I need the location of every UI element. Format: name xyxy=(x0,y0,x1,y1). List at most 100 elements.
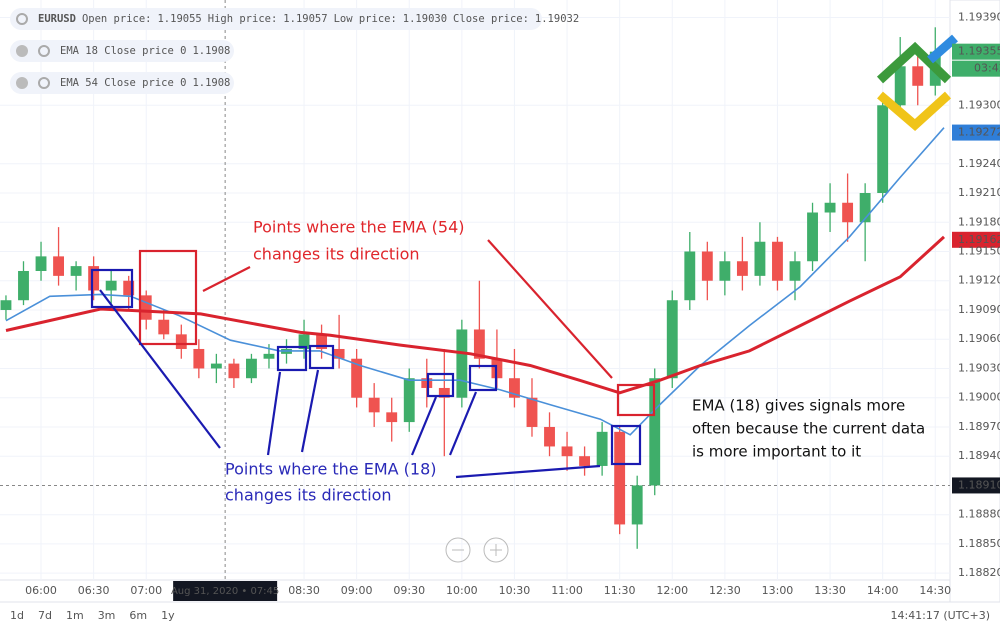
candle-body xyxy=(859,193,871,223)
crosshair-y-label: 1.18910 xyxy=(958,478,1000,491)
x-tick-label: 10:30 xyxy=(499,584,531,597)
candle-body xyxy=(35,256,47,271)
annotation: changes its direction xyxy=(253,245,420,264)
candle-body xyxy=(877,105,889,194)
price-badge-label: 1.19355 xyxy=(958,45,1000,58)
remove-icon[interactable] xyxy=(16,45,28,57)
zoom-controls[interactable] xyxy=(445,537,509,563)
x-tick-label: 14:00 xyxy=(867,584,899,597)
price-badge-label: 1.19272 xyxy=(958,126,1000,139)
candle-body xyxy=(438,387,450,398)
x-tick-label: 09:00 xyxy=(341,584,373,597)
x-tick-label: 13:30 xyxy=(814,584,846,597)
price-badge xyxy=(952,124,1000,141)
x-tick-label: 07:00 xyxy=(130,584,162,597)
remove-icon[interactable] xyxy=(16,77,28,89)
candle-body xyxy=(701,251,713,281)
price-badge-label: 1.19162 xyxy=(958,233,1000,246)
ema-line xyxy=(5,235,946,395)
legend-low-label: Low price: xyxy=(334,13,397,25)
candle-body xyxy=(842,202,854,223)
legend-pill xyxy=(10,8,542,30)
candle-body xyxy=(193,348,205,369)
candle-body xyxy=(0,300,12,310)
y-tick-label: 1.19180 xyxy=(958,215,1000,228)
candle-body xyxy=(649,378,661,486)
x-tick-label: 14:30 xyxy=(919,584,951,597)
candle-body xyxy=(298,334,310,349)
plot xyxy=(0,27,946,549)
candle-body xyxy=(351,358,363,398)
x-tick-label: 12:30 xyxy=(709,584,741,597)
range-button[interactable]: 1d xyxy=(10,609,24,622)
candle-body xyxy=(140,295,152,320)
candle-body xyxy=(53,256,64,276)
range-button[interactable]: 6m xyxy=(129,609,147,622)
candle-body xyxy=(596,431,608,466)
legend-low: 1.19030 xyxy=(403,13,447,25)
crosshair-x-label: Aug 31, 2020 • 07:45 xyxy=(171,586,279,597)
legend-high: 1.19057 xyxy=(283,13,327,25)
candle-body xyxy=(772,241,783,281)
candle-body xyxy=(421,378,433,388)
y-tick-label: 1.19060 xyxy=(958,332,1000,345)
y-tick-label: 1.19090 xyxy=(958,303,1000,316)
range-button[interactable]: 7d xyxy=(38,609,52,622)
legend-open-label: Open price: xyxy=(82,13,152,25)
ema-line xyxy=(5,127,945,436)
candle-body xyxy=(123,280,135,296)
candle-body xyxy=(473,329,485,359)
y-tick-label: 1.19390 xyxy=(958,11,1000,24)
annotation: EMA (18) gives signals more xyxy=(692,397,905,415)
annotation: is more important to it xyxy=(692,443,861,461)
candle-body xyxy=(736,261,748,276)
x-tick-label: 11:30 xyxy=(604,584,636,597)
study-value: 1.1908 xyxy=(192,77,230,89)
x-tick-label: 11:00 xyxy=(551,584,583,597)
countdown-badge xyxy=(952,60,1000,77)
legend-symbol: EURUSD xyxy=(38,13,76,25)
candle-body xyxy=(614,431,626,525)
candle-body xyxy=(912,66,924,86)
candle-body xyxy=(386,412,398,423)
range-button[interactable]: 1m xyxy=(66,609,84,622)
y-tick-label: 1.18940 xyxy=(958,449,1000,462)
candle-body xyxy=(789,261,801,281)
crosshair-x-badge xyxy=(173,581,278,601)
range-button[interactable]: 1y xyxy=(161,609,175,622)
candle-body xyxy=(631,485,643,525)
candle-body xyxy=(210,363,222,369)
range-button[interactable]: 3m xyxy=(98,609,116,622)
study-name: EMA 18 Close price 0 xyxy=(60,45,186,57)
y-tick-label: 1.19300 xyxy=(958,98,1000,111)
settings-icon[interactable] xyxy=(38,77,50,89)
candle-body xyxy=(70,266,82,276)
settings-icon[interactable] xyxy=(38,45,50,57)
y-tick-label: 1.19120 xyxy=(958,274,1000,287)
candle-body xyxy=(368,397,380,413)
price-badge xyxy=(952,43,1000,60)
study-pill xyxy=(10,72,234,94)
study-value: 1.1908 xyxy=(192,45,230,57)
candle-body xyxy=(263,353,275,359)
candle-body xyxy=(824,202,836,213)
candle-body xyxy=(18,270,29,301)
settings-icon xyxy=(16,13,28,25)
y-tick-label: 1.18820 xyxy=(958,566,1000,579)
zoom-in[interactable] xyxy=(483,537,509,563)
legend-high-label: High price: xyxy=(208,13,278,25)
price-badge xyxy=(952,231,1000,248)
candle-body xyxy=(807,212,818,262)
annotation: Points where the EMA (54) xyxy=(253,218,465,237)
countdown: 03:42 xyxy=(974,62,1000,75)
overlay: Points where the EMA (54) changes its dir… xyxy=(10,8,1000,601)
y-tick-label: 1.19150 xyxy=(958,244,1000,257)
legend-open: 1.19055 xyxy=(157,13,201,25)
candle-body xyxy=(666,300,678,379)
annotation: changes its direction xyxy=(225,486,392,505)
zoom-out[interactable] xyxy=(445,537,471,563)
y-tick-label: 1.18850 xyxy=(958,537,1000,550)
legend-close-label: Close price: xyxy=(453,13,529,25)
